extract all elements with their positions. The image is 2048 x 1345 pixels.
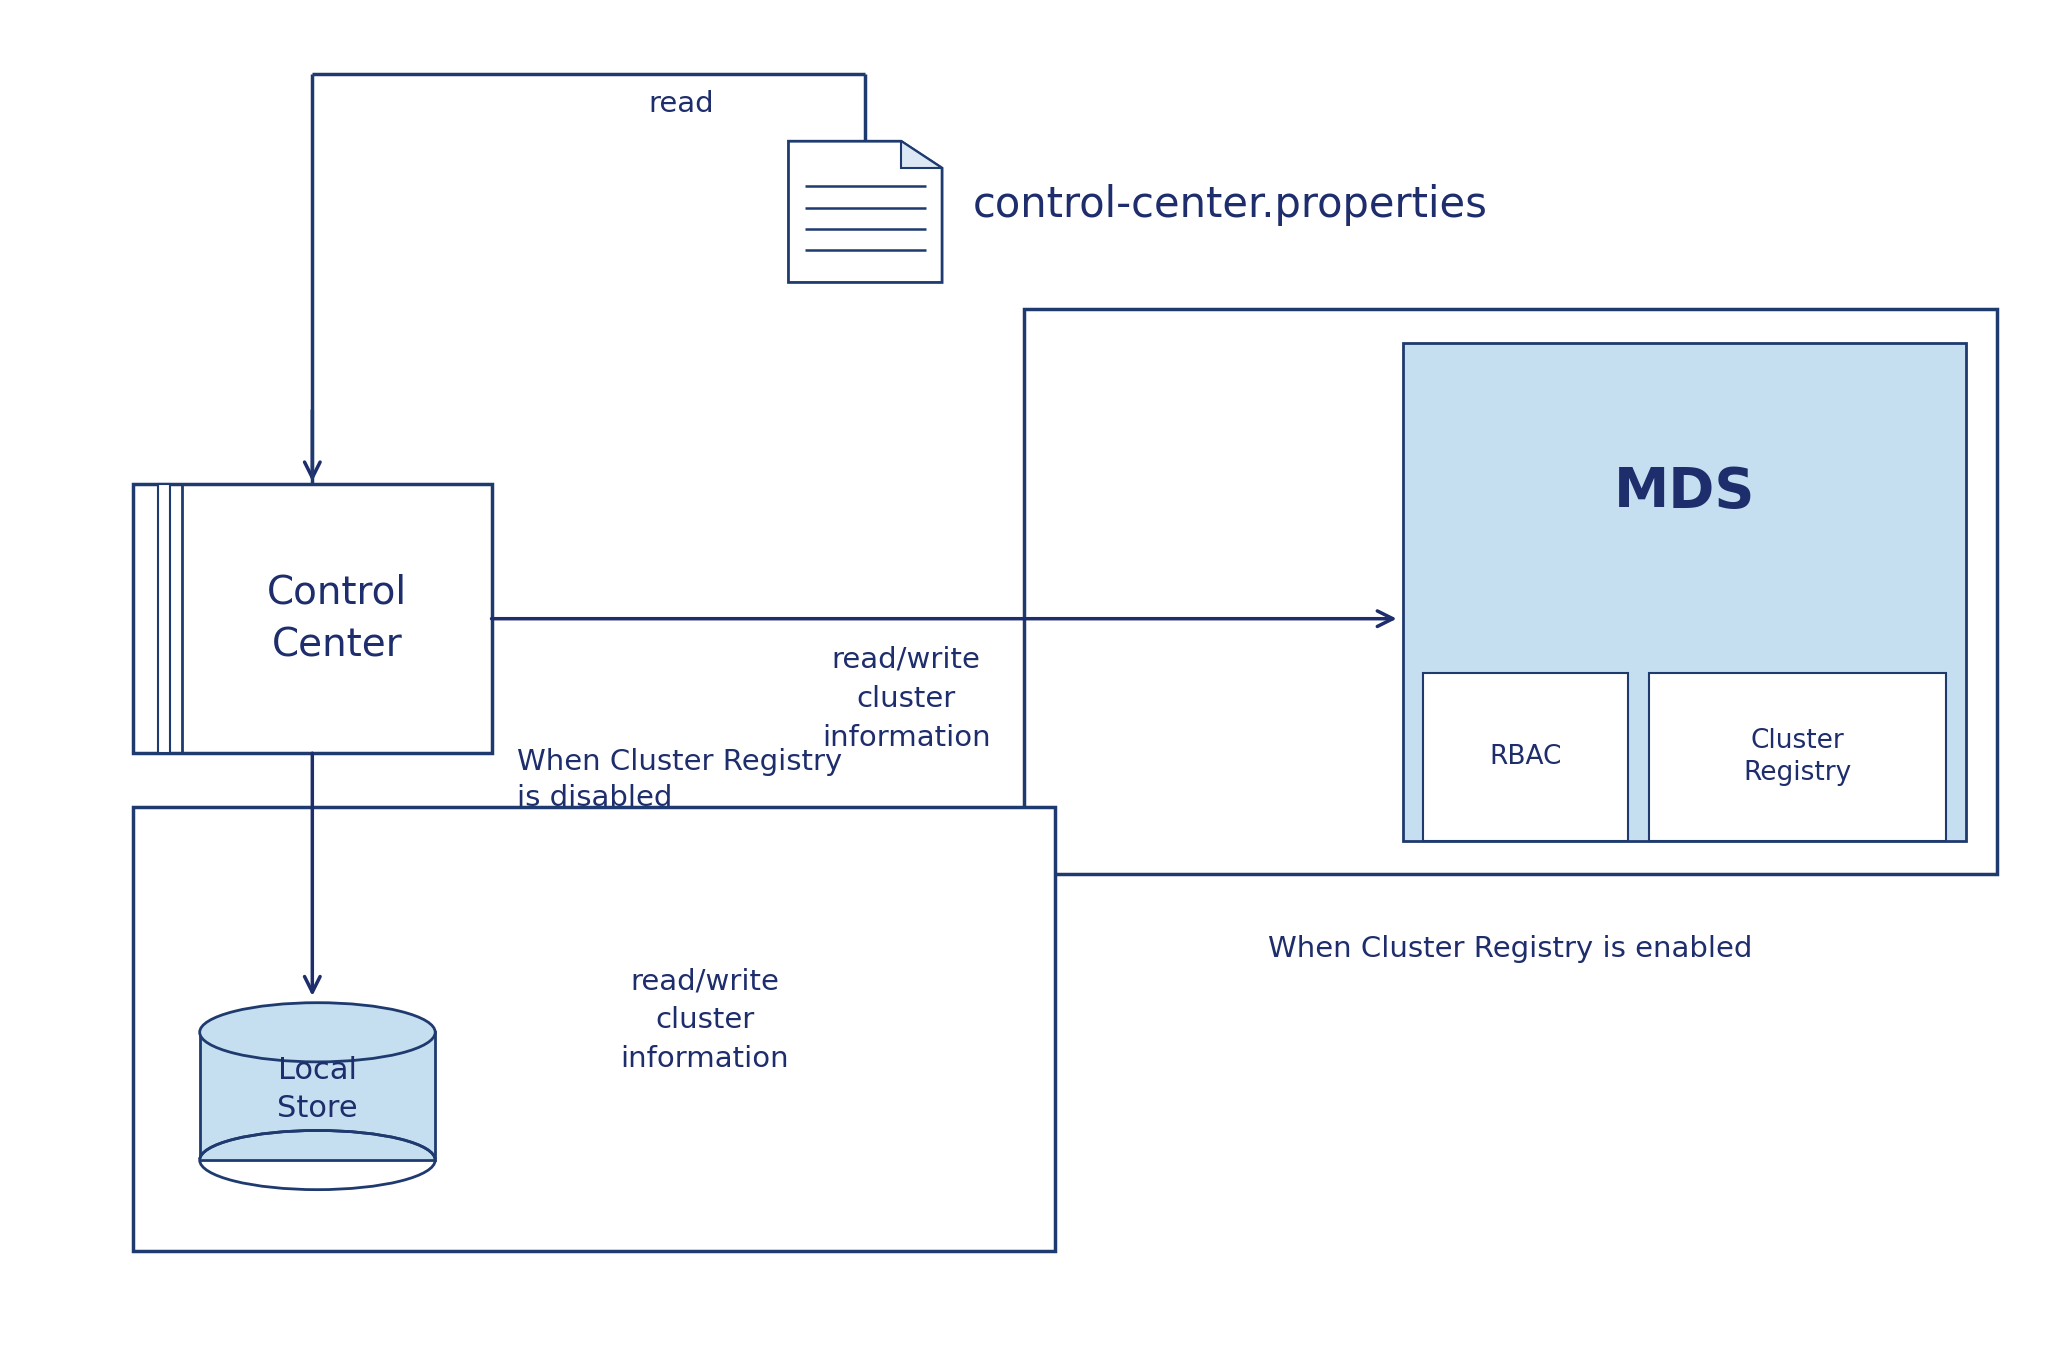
Bar [1423, 672, 1628, 841]
Bar [201, 1033, 436, 1159]
Ellipse shape [201, 1130, 434, 1189]
Text: read: read [647, 90, 715, 118]
Bar [133, 484, 492, 753]
Bar [1024, 309, 1997, 874]
Ellipse shape [201, 1003, 434, 1063]
Bar [182, 500, 479, 737]
Bar [158, 484, 170, 753]
Bar [133, 807, 1055, 1251]
Text: read/write
cluster
information: read/write cluster information [821, 646, 991, 752]
Text: When Cluster Registry is enabled: When Cluster Registry is enabled [1268, 935, 1753, 963]
Text: When Cluster Registry
is disabled: When Cluster Registry is disabled [516, 748, 842, 812]
Bar [1403, 343, 1966, 841]
Text: Local
Store: Local Store [276, 1056, 358, 1123]
Text: read/write
cluster
information: read/write cluster information [621, 967, 788, 1073]
Text: MDS: MDS [1614, 465, 1755, 519]
Polygon shape [788, 141, 942, 282]
Text: RBAC: RBAC [1489, 744, 1563, 769]
Bar [188, 1158, 446, 1192]
Polygon shape [901, 141, 942, 168]
Text: Control
Center: Control Center [268, 573, 408, 664]
Bar [1649, 672, 1946, 841]
Text: control-center.properties: control-center.properties [973, 184, 1487, 226]
Text: Cluster
Registry: Cluster Registry [1743, 728, 1851, 785]
